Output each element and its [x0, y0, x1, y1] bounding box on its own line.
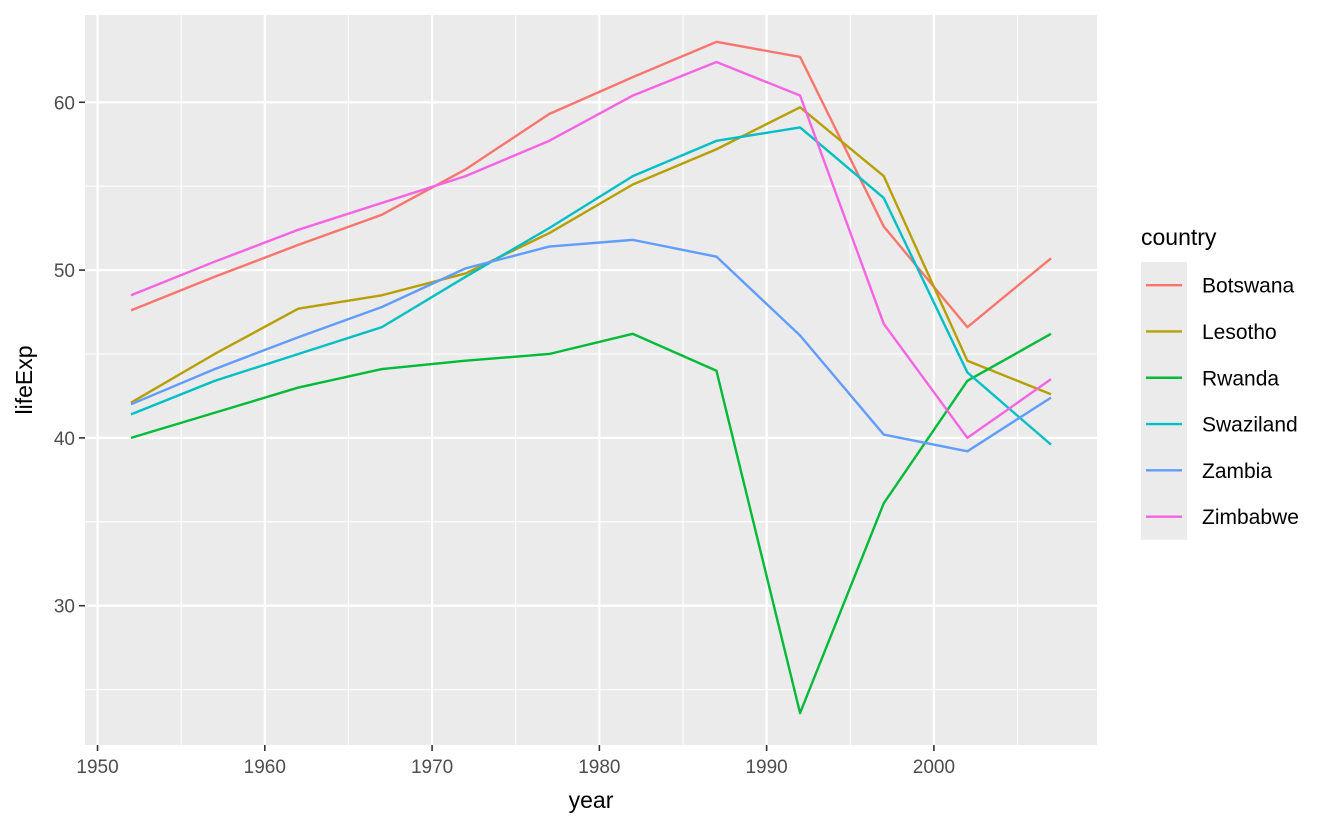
x-tick-label: 1950 — [76, 757, 118, 778]
legend-label-botswana: Botswana — [1202, 275, 1295, 298]
legend-label-zambia: Zambia — [1202, 460, 1272, 483]
x-axis-title: year — [569, 787, 614, 813]
y-tick-label: 50 — [54, 261, 75, 282]
series-line-zimbabwe — [130, 60, 1052, 440]
legend-title: country — [1141, 224, 1217, 250]
y-axis: 30 40 50 60 — [54, 93, 85, 618]
grid-major — [85, 15, 1097, 745]
y-tick-label: 30 — [54, 597, 75, 618]
legend-label-lesotho: Lesotho — [1202, 321, 1277, 344]
series-line-lesotho — [130, 106, 1052, 404]
x-tick-label: 1980 — [578, 757, 620, 778]
legend-label-rwanda: Rwanda — [1202, 367, 1279, 390]
x-tick-label: 2000 — [913, 757, 955, 778]
y-tick-label: 60 — [54, 93, 75, 114]
y-axis-title: lifeExp — [11, 345, 37, 414]
x-axis: 1950 1960 1970 1980 1990 2000 — [76, 745, 955, 778]
series-line-botswana — [130, 40, 1052, 329]
series-line-zambia — [130, 238, 1052, 453]
legend-label-swaziland: Swaziland — [1202, 414, 1298, 437]
y-tick-label: 40 — [54, 429, 75, 450]
series-line-rwanda — [130, 332, 1052, 715]
legend: country Botswana Lesotho Rwanda Swaziland Za… — [1141, 224, 1299, 540]
series-line-swaziland — [130, 126, 1052, 446]
series-lines — [130, 40, 1052, 715]
legend-key-background — [1141, 262, 1187, 540]
plot-panel — [85, 15, 1097, 745]
x-tick-label: 1960 — [244, 757, 286, 778]
x-tick-label: 1970 — [411, 757, 453, 778]
legend-label-zimbabwe: Zimbabwe — [1202, 506, 1299, 529]
legend-items: Botswana Lesotho Rwanda Swaziland Zambia Zimb… — [1141, 262, 1299, 540]
x-tick-label: 1990 — [745, 757, 787, 778]
